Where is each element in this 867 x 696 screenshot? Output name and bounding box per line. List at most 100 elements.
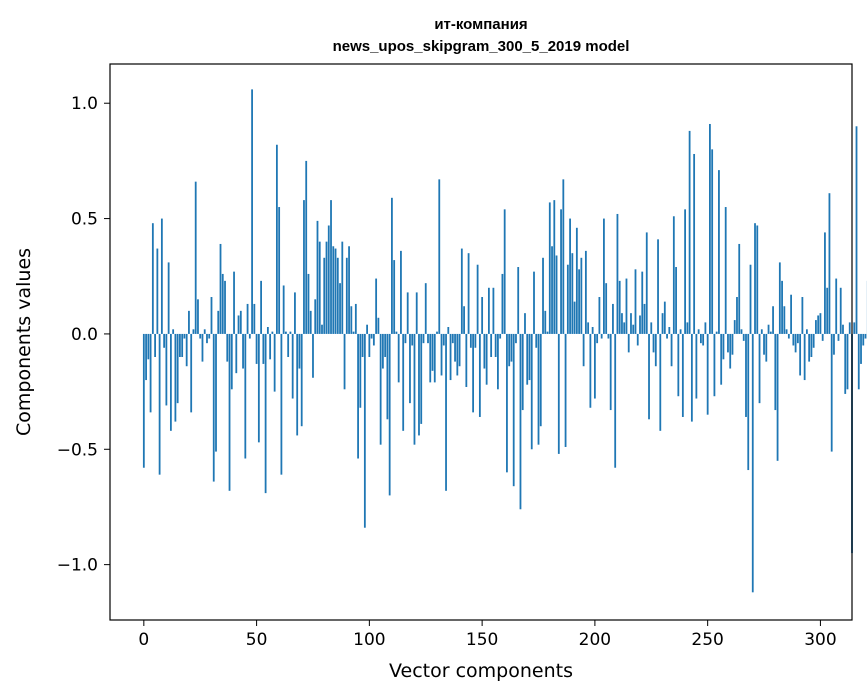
bar-172	[530, 333, 533, 450]
bar-294	[805, 329, 808, 334]
bar-89	[343, 333, 346, 390]
bar-9	[163, 333, 166, 348]
x-axis-ticks: 0 50 100 150 200 250 300	[138, 620, 837, 650]
bar-243	[690, 333, 693, 422]
bar-51	[257, 333, 260, 443]
bar-150	[481, 297, 484, 334]
bar-195	[582, 333, 585, 367]
bar-232	[666, 333, 668, 339]
bar-313	[848, 322, 851, 334]
bar-185	[560, 209, 562, 334]
bar-308	[837, 333, 840, 341]
bar-221	[641, 271, 644, 334]
bar-281	[776, 333, 779, 461]
bar-16	[179, 333, 181, 357]
bar-104	[377, 317, 380, 334]
bar-220	[639, 315, 641, 334]
bar-136	[449, 333, 452, 381]
bar-144	[467, 253, 470, 334]
bar-42	[237, 315, 240, 334]
bar-249	[704, 322, 707, 334]
bar-201	[596, 333, 599, 344]
bar-168	[521, 333, 524, 411]
bar-36	[224, 280, 226, 334]
bar-117	[406, 292, 409, 334]
bar-68	[296, 333, 299, 436]
bar-204	[603, 218, 605, 334]
bar-102	[372, 333, 375, 346]
bar-105	[379, 333, 382, 445]
bar-180	[548, 202, 551, 334]
bar-263	[736, 297, 738, 334]
x-tick-label: 100	[353, 630, 385, 650]
bar-149	[478, 333, 481, 417]
bar-49	[253, 303, 256, 334]
bar-298	[815, 320, 817, 334]
bar-13	[172, 329, 175, 334]
bar-154	[490, 333, 493, 357]
bar-218	[634, 269, 637, 334]
bar-4	[151, 223, 154, 334]
plot-frame	[109, 63, 853, 621]
bar-235	[672, 216, 675, 334]
bar-202	[598, 297, 601, 334]
bar-59	[275, 144, 278, 334]
bar-224	[648, 333, 650, 420]
bar-41	[235, 333, 238, 374]
bar-138	[454, 333, 456, 362]
bar-118	[409, 333, 411, 404]
bar-84	[332, 246, 335, 334]
bar-139	[456, 333, 459, 376]
bar-320	[864, 333, 867, 339]
y-tick-label: 0.0	[71, 325, 98, 345]
bar-44	[242, 333, 244, 369]
bar-250	[706, 333, 709, 415]
bar-289	[794, 333, 797, 353]
x-tick-label: 250	[691, 630, 723, 650]
bar-28	[206, 333, 208, 344]
bar-189	[569, 218, 571, 334]
bar-87	[339, 283, 341, 334]
bar-246	[697, 329, 700, 334]
bar-3	[149, 333, 152, 413]
x-tick-label: 150	[466, 630, 498, 650]
bar-123	[420, 333, 423, 424]
bar-99	[366, 324, 368, 334]
bar-156	[494, 333, 497, 357]
bar-240	[684, 209, 686, 334]
bar-210	[616, 213, 619, 334]
bar-155	[492, 287, 495, 334]
bar-120	[413, 333, 416, 445]
bar-5	[154, 333, 156, 357]
bar-184	[557, 333, 560, 454]
bar-177	[542, 257, 544, 334]
bar-288	[792, 333, 795, 346]
bar-182	[553, 200, 556, 334]
bar-301	[821, 333, 824, 341]
bar-147	[474, 333, 477, 348]
bar-35	[221, 273, 224, 334]
bar-191	[573, 301, 576, 334]
bar-7	[158, 333, 161, 475]
bar-208	[612, 303, 614, 334]
bar-143	[465, 333, 468, 387]
bar-86	[336, 257, 339, 334]
bar-252	[711, 149, 714, 334]
bar-279	[772, 306, 774, 334]
bar-47	[248, 333, 251, 339]
bar-212	[621, 313, 623, 334]
y-axis-label: Components values	[13, 248, 35, 436]
bar-93	[352, 331, 355, 334]
y-axis-ticks: −1.0 −0.5 0.0 0.5 1.0	[57, 94, 110, 576]
bar-66	[291, 333, 294, 399]
x-tick-label: 50	[246, 630, 268, 650]
bar-161	[506, 333, 508, 473]
bar-76	[314, 299, 317, 334]
bar-75	[312, 333, 314, 378]
bar-2	[147, 333, 150, 360]
bar-309	[839, 287, 842, 334]
y-tick-label: −0.5	[57, 440, 98, 460]
bar-183	[555, 255, 558, 334]
bars-group	[142, 89, 867, 593]
